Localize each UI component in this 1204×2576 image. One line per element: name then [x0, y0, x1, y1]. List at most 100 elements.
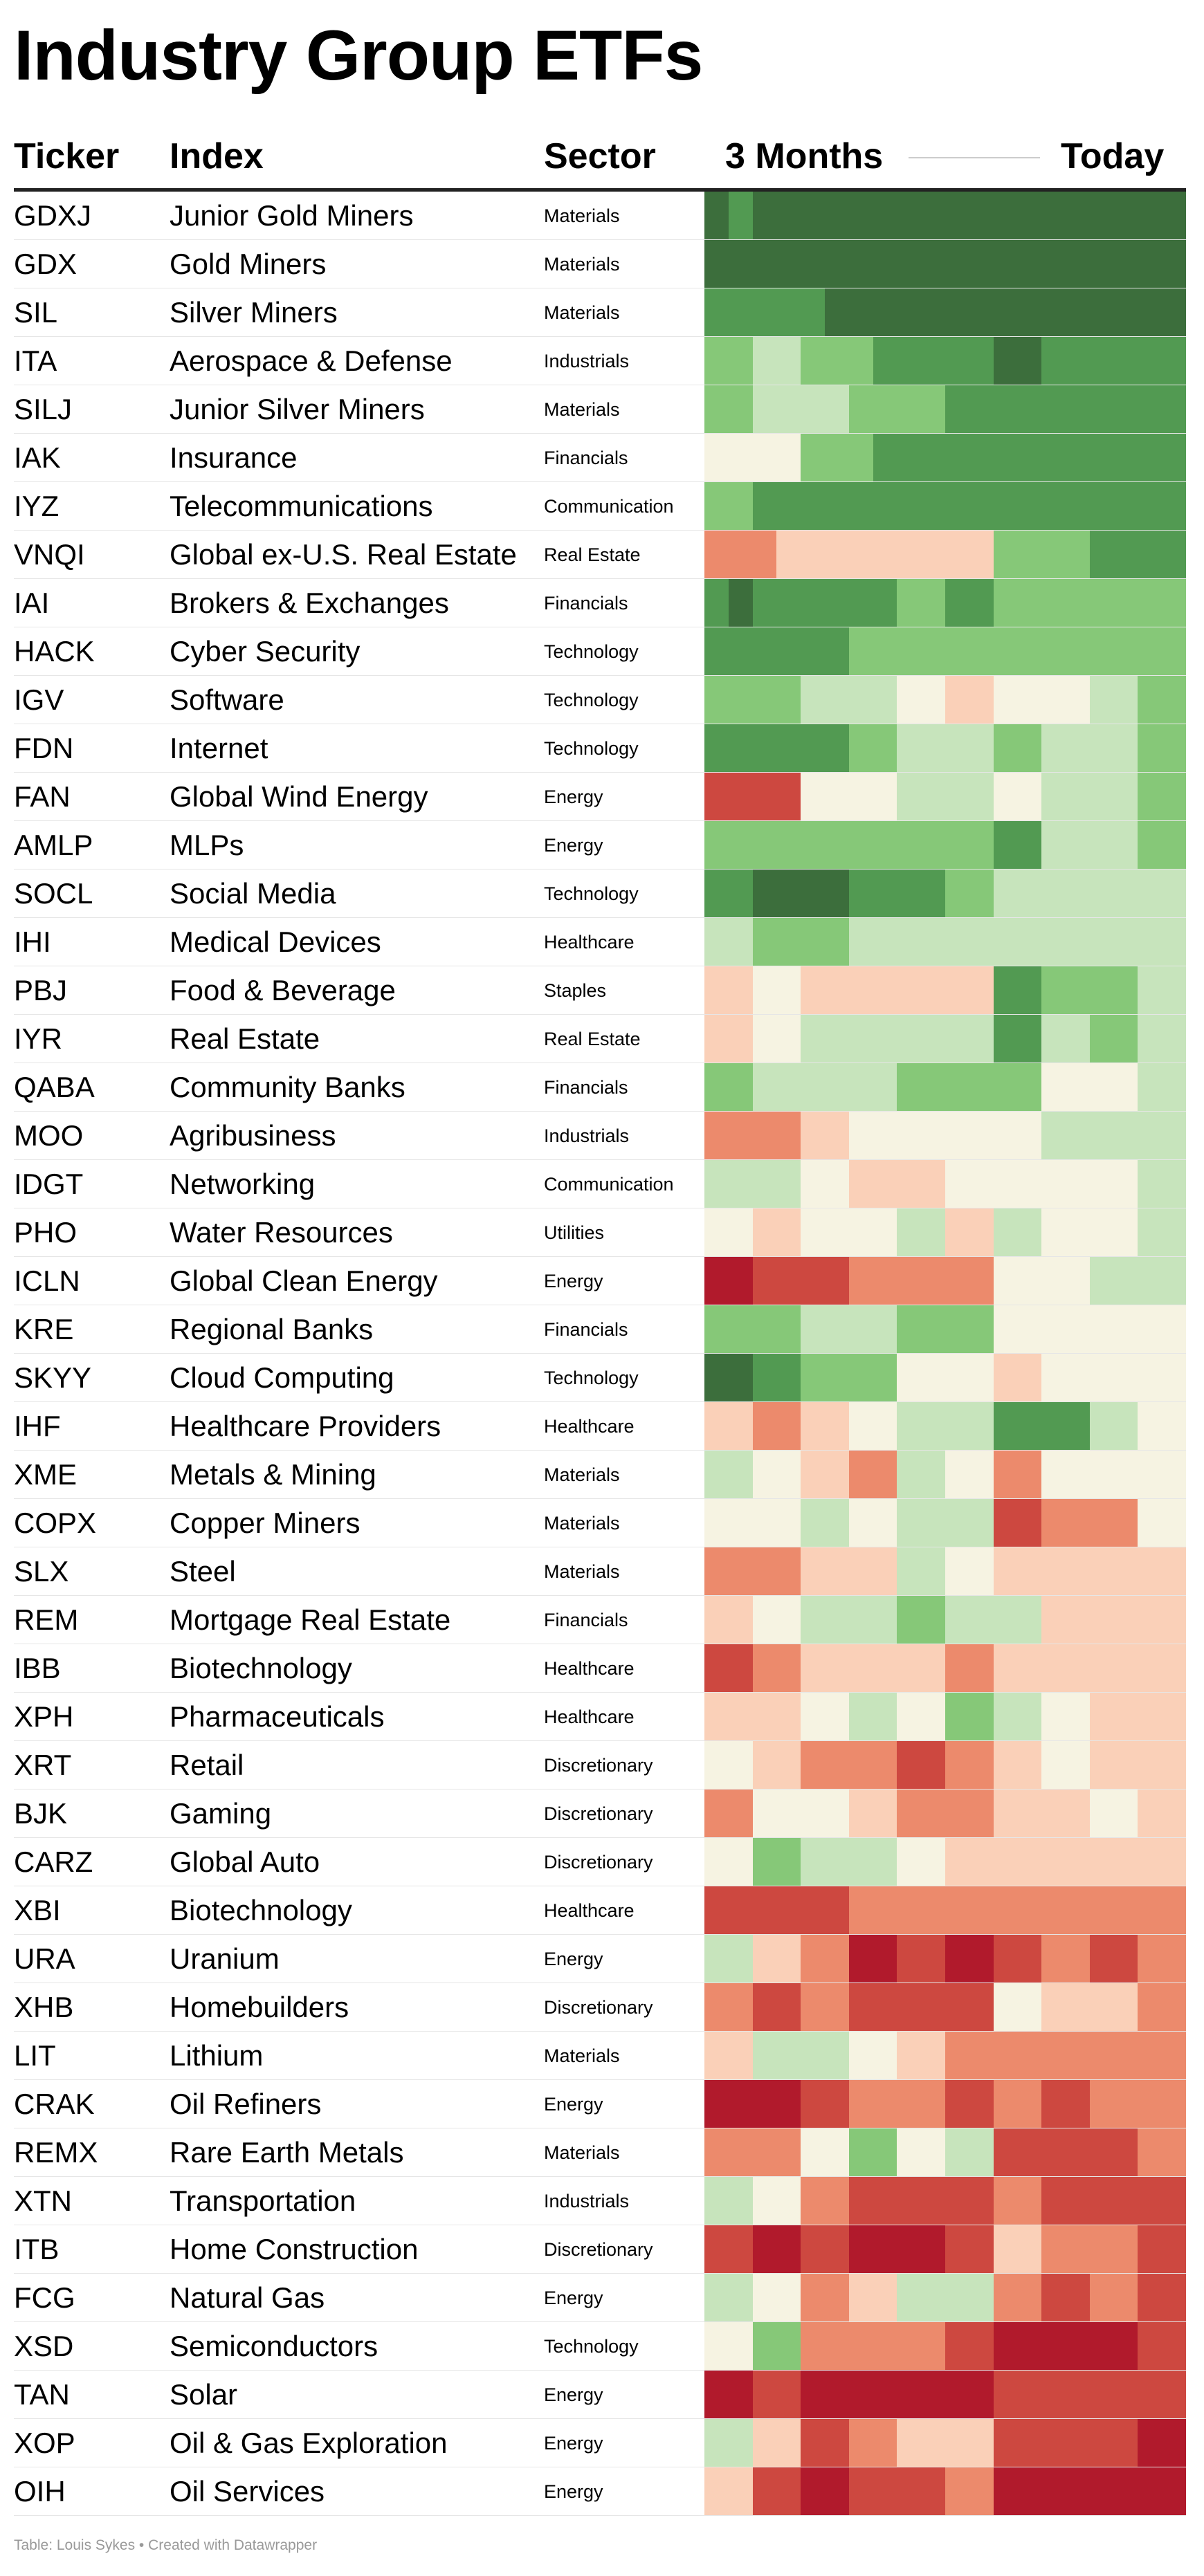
heat-cell: [1017, 192, 1041, 239]
heat-cell: [776, 337, 801, 385]
header-end: Today: [1061, 136, 1165, 176]
heat-cell: [753, 2371, 776, 2418]
heat-cell: [1066, 288, 1090, 336]
heat-cell: [729, 337, 753, 385]
heat-cell: [753, 2032, 776, 2079]
heat-cell: [776, 1547, 801, 1595]
heat-cell: [825, 1596, 849, 1644]
heat-cell: [849, 1499, 873, 1547]
heat-cell: [825, 724, 849, 772]
heat-cell: [1138, 579, 1162, 627]
heat-cell: [873, 627, 897, 675]
heat-cell: [1017, 2128, 1041, 2176]
heat-cell: [921, 1693, 945, 1740]
row-divider: [14, 1934, 1186, 1935]
heat-cell: [753, 1305, 776, 1353]
table-row: QABA Community Banks Financials: [0, 1063, 1204, 1112]
table-row: FCG Natural Gas Energy: [0, 2274, 1204, 2322]
table-row: TAN Solar Energy: [0, 2371, 1204, 2419]
heat-cell: [994, 870, 1017, 917]
heat-cell: [1066, 531, 1090, 578]
index-cell: MLPs: [170, 829, 244, 861]
table-row: HACK Cyber Security Technology: [0, 627, 1204, 676]
heat-cell: [873, 2419, 897, 2467]
heat-cell: [1066, 2177, 1090, 2225]
heat-cell: [753, 1160, 776, 1208]
heat-cell: [1041, 1063, 1066, 1111]
heat-cell: [873, 288, 897, 336]
heat-cell: [873, 1354, 897, 1401]
heat-cell: [873, 2274, 897, 2321]
index-cell: Oil Services: [170, 2475, 325, 2508]
heat-cell: [801, 192, 825, 239]
heat-cell: [873, 1063, 897, 1111]
heat-cell: [825, 918, 849, 966]
heat-cell: [994, 1693, 1017, 1740]
heat-cell: [849, 1451, 873, 1498]
heat-cell: [776, 966, 801, 1014]
heat-cell: [729, 2128, 753, 2176]
heat-cell: [729, 821, 753, 869]
heat-cell: [994, 1741, 1017, 1789]
heat-cell: [873, 2371, 897, 2418]
sector-cell: Discretionary: [544, 1852, 653, 1873]
heat-cell: [849, 2225, 873, 2273]
heat-cell: [1041, 2225, 1066, 2273]
heat-cell: [897, 1741, 921, 1789]
row-divider: [14, 1062, 1186, 1063]
index-cell: Home Construction: [170, 2233, 419, 2265]
heat-cell: [753, 1112, 776, 1159]
heat-cell: [704, 627, 729, 675]
heat-cell: [1138, 1402, 1162, 1450]
heat-cell: [801, 2322, 825, 2370]
heat-cell: [729, 1741, 753, 1789]
heat-strip: [704, 773, 1186, 820]
heat-cell: [994, 1596, 1017, 1644]
heat-cell: [729, 1112, 753, 1159]
heat-cell: [1138, 2274, 1162, 2321]
table-row: IYZ Telecommunications Communication: [0, 482, 1204, 531]
heat-cell: [1114, 1354, 1138, 1401]
heat-cell: [945, 1160, 969, 1208]
heat-cell: [945, 1112, 969, 1159]
heat-cell: [1017, 2371, 1041, 2418]
sector-cell: Staples: [544, 980, 607, 1001]
heat-strip: [704, 1354, 1186, 1401]
heat-cell: [753, 2128, 776, 2176]
table-row: XPH Pharmaceuticals Healthcare: [0, 1693, 1204, 1741]
heat-cell: [1041, 966, 1066, 1014]
index-cell: Biotechnology: [170, 1894, 352, 1926]
heat-cell: [1138, 2032, 1162, 2079]
heat-cell: [849, 1886, 873, 1934]
heat-cell: [969, 385, 994, 433]
ticker-cell: CARZ: [14, 1846, 93, 1878]
heat-cell: [1017, 1354, 1041, 1401]
ticker-cell: AMLP: [14, 829, 93, 861]
heat-cell: [801, 1402, 825, 1450]
heat-cell: [994, 1790, 1017, 1837]
index-cell: Real Estate: [170, 1022, 320, 1055]
heat-cell: [1066, 1693, 1090, 1740]
heat-cell: [994, 966, 1017, 1014]
heat-cell: [897, 1935, 921, 1982]
heat-cell: [849, 579, 873, 627]
heat-cell: [1162, 2032, 1186, 2079]
sector-cell: Industrials: [544, 1125, 630, 1146]
heat-cell: [1090, 2467, 1114, 2515]
ticker-cell: IGV: [14, 683, 64, 716]
heat-cell: [825, 1015, 849, 1062]
heat-cell: [849, 1790, 873, 1837]
row-divider: [14, 1595, 1186, 1596]
heat-cell: [776, 192, 801, 239]
heat-cell: [945, 870, 969, 917]
heat-cell: [1066, 773, 1090, 820]
sector-cell: Discretionary: [544, 1755, 653, 1776]
heat-strip: [704, 1935, 1186, 1982]
row-divider: [14, 1353, 1186, 1354]
heat-cell: [729, 2177, 753, 2225]
heat-cell: [1090, 2128, 1114, 2176]
heat-cell: [1114, 2177, 1138, 2225]
row-divider: [14, 1401, 1186, 1402]
heat-cell: [921, 1596, 945, 1644]
heat-cell: [897, 2322, 921, 2370]
